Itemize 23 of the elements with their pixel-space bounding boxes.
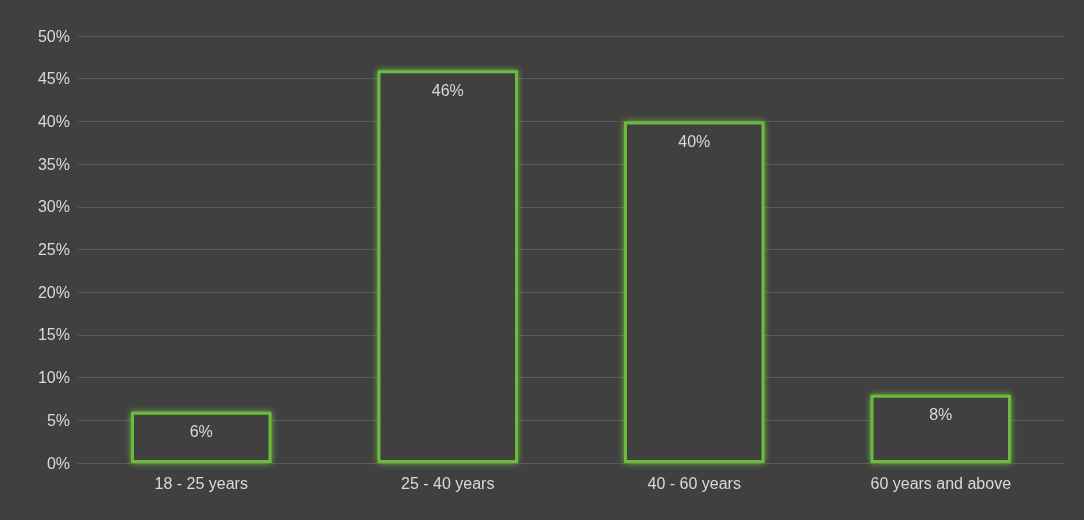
- x-tick-label: 40 - 60 years: [647, 474, 741, 492]
- y-tick-label: 5%: [46, 411, 70, 429]
- y-tick-label: 35%: [37, 155, 70, 173]
- data-label: 8%: [929, 406, 953, 424]
- data-label: 6%: [189, 423, 213, 441]
- data-label: 46%: [431, 81, 464, 99]
- y-tick-label: 10%: [37, 369, 70, 387]
- y-tick-label: 30%: [37, 198, 70, 216]
- bar: [870, 394, 1011, 463]
- y-tick-label: 45%: [37, 70, 70, 88]
- y-tick-label: 15%: [37, 326, 70, 344]
- bar: [131, 411, 272, 463]
- data-label: 40%: [678, 132, 711, 150]
- y-tick-label: 40%: [37, 112, 70, 130]
- x-tick-label: 60 years and above: [870, 474, 1012, 492]
- y-tick-label: 25%: [37, 241, 70, 258]
- bar: [624, 121, 765, 463]
- y-tick-label: 20%: [37, 283, 70, 301]
- y-tick-label: 50%: [37, 27, 70, 45]
- bar: [377, 70, 518, 463]
- y-tick-label: 0%: [46, 454, 70, 472]
- x-tick-label: 25 - 40 years: [401, 474, 495, 492]
- x-tick-label: 18 - 25 years: [154, 474, 248, 492]
